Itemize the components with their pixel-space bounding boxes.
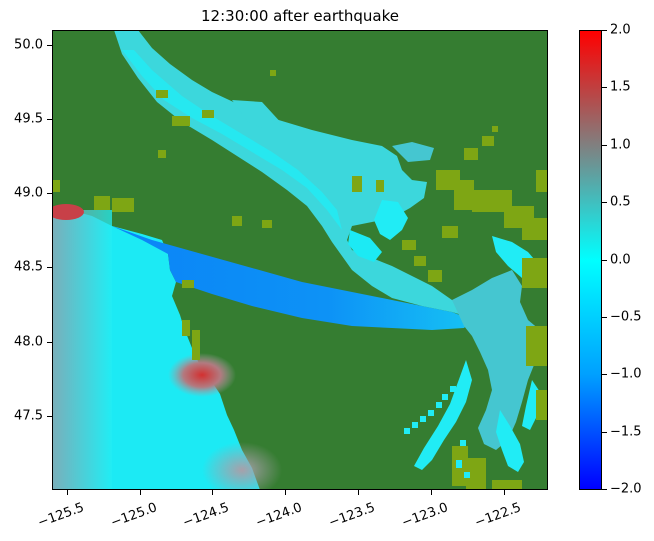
san-juan-channels: [374, 200, 408, 240]
x-tick-label: −124.5: [180, 500, 232, 531]
northern-inlet: [232, 100, 284, 132]
y-tick-label: 49.5: [14, 111, 43, 127]
georgia-cyan-band: [122, 50, 342, 230]
colorbar-tick-label: 1.5: [610, 79, 631, 95]
x-tick-label: −125.0: [108, 500, 160, 531]
colorbar-tick-label: −0.5: [610, 309, 642, 325]
colorbar-tick-label: −1.5: [610, 424, 642, 440]
colorbar-tick-label: 0.5: [610, 194, 631, 210]
colorbar: [579, 30, 602, 490]
y-tick-label: 48.5: [14, 259, 43, 275]
colorbar-tick: [602, 87, 607, 88]
x-tick: [67, 490, 68, 495]
plot-title: 12:30:00 after earthquake: [201, 7, 399, 25]
y-tick: [47, 119, 52, 120]
southern-anomaly-patch: [202, 442, 282, 490]
colorbar-tick: [602, 432, 607, 433]
x-tick-label: −122.5: [472, 500, 524, 531]
west-edge-shading: [52, 210, 112, 490]
x-tick: [431, 490, 432, 495]
colorbar-tick: [602, 317, 607, 318]
colorbar-tick-label: 0.0: [610, 252, 631, 268]
x-tick: [358, 490, 359, 495]
x-tick: [212, 490, 213, 495]
y-tick-label: 50.0: [14, 37, 43, 53]
strait-of-juan-de-fuca: [112, 226, 472, 330]
colorbar-tick: [602, 202, 607, 203]
x-tick: [285, 490, 286, 495]
y-tick: [47, 416, 52, 417]
x-tick: [140, 490, 141, 495]
colorbar-tick-label: −1.0: [610, 366, 642, 382]
colorbar-tick-label: 2.0: [610, 22, 631, 38]
southeast-channel: [522, 380, 540, 430]
x-tick-label: −125.5: [35, 500, 87, 531]
colorbar-tick-label: −2.0: [610, 481, 642, 497]
burrard-inlet: [392, 142, 434, 162]
y-tick-label: 48.0: [14, 334, 43, 350]
shoreline-shallows: [52, 90, 548, 490]
y-tick: [47, 45, 52, 46]
colorbar-tick: [602, 489, 607, 490]
y-tick: [47, 342, 52, 343]
high-anomaly-patch: [168, 353, 236, 397]
x-tick: [504, 490, 505, 495]
y-tick-label: 49.0: [14, 185, 43, 201]
colorbar-tick-label: 1.0: [610, 137, 631, 153]
y-tick: [47, 267, 52, 268]
colorbar-tick: [602, 260, 607, 261]
x-tick-label: −123.5: [326, 500, 378, 531]
colorbar-tick: [602, 374, 607, 375]
south-sound-channel: [496, 410, 524, 472]
colorbar-tick: [602, 145, 607, 146]
y-tick-label: 47.5: [14, 408, 43, 424]
tsunami-map: [52, 30, 548, 490]
puget-sound: [452, 270, 544, 450]
haro-strait: [348, 230, 382, 262]
colorbar-tick: [602, 30, 607, 31]
x-tick-label: −123.0: [399, 500, 451, 531]
northern-specks: [158, 70, 498, 158]
northwest-anomaly-patch: [52, 204, 84, 220]
hood-canal: [414, 360, 472, 470]
x-tick-label: −124.0: [253, 500, 305, 531]
coastal-water-specks: [404, 386, 470, 478]
y-tick: [47, 193, 52, 194]
